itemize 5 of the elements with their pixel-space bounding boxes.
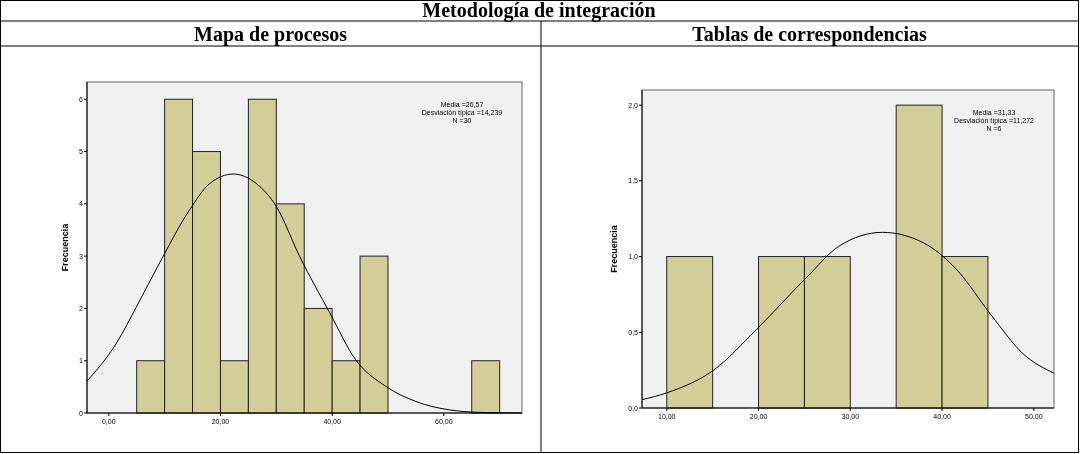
text: Metodología de integración	[422, 0, 656, 22]
y-axis-title: Frecuencia	[60, 222, 70, 272]
chart-title: Tablas de correspondencias	[692, 23, 927, 46]
y-axis-title: Frecuencia	[609, 224, 619, 273]
chart-title: Mapa de procesos	[194, 23, 348, 46]
